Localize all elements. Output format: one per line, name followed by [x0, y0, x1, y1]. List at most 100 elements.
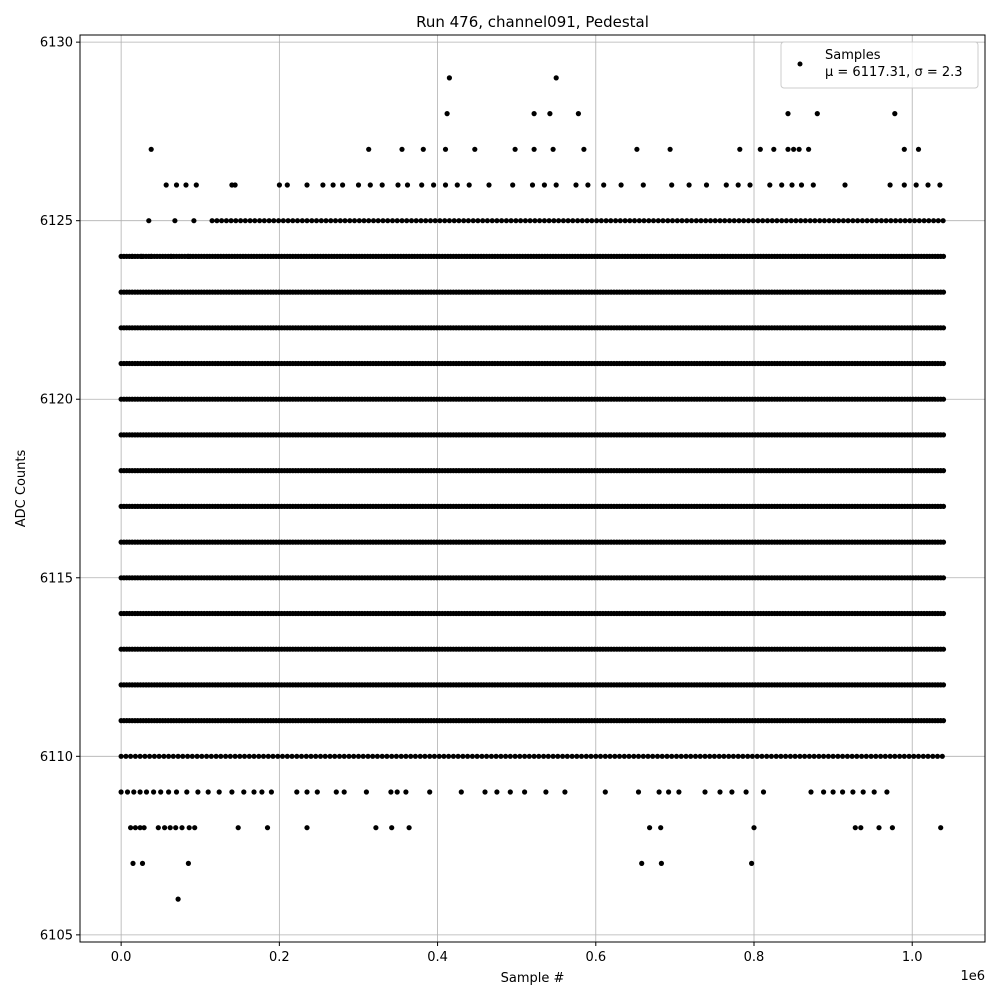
data-point — [901, 146, 907, 152]
data-point — [656, 789, 662, 795]
data-point — [792, 753, 798, 759]
data-point — [603, 218, 609, 224]
data-point — [124, 789, 131, 795]
data-point — [749, 753, 756, 759]
data-point — [679, 218, 685, 224]
data-point — [741, 218, 747, 224]
data-point — [940, 503, 947, 509]
data-point — [361, 218, 367, 224]
data-point — [498, 753, 504, 759]
data-point — [512, 146, 518, 152]
data-point — [916, 218, 922, 224]
data-point — [616, 753, 623, 759]
data-point — [308, 753, 314, 759]
data-point — [627, 218, 633, 224]
data-point — [294, 218, 301, 224]
data-point — [702, 753, 708, 759]
data-point — [821, 753, 827, 759]
data-point — [168, 253, 174, 259]
data-point — [531, 753, 537, 759]
data-point — [669, 218, 676, 224]
data-point — [940, 718, 947, 724]
data-point — [189, 753, 195, 759]
data-point — [729, 789, 735, 795]
data-point — [791, 146, 797, 152]
data-point — [760, 789, 767, 795]
data-point — [789, 182, 795, 188]
data-point — [330, 182, 336, 188]
data-point — [442, 218, 448, 224]
data-point — [940, 218, 946, 224]
data-point — [408, 218, 415, 224]
data-point — [835, 753, 841, 759]
data-point — [545, 753, 551, 759]
data-point — [612, 753, 618, 759]
data-point — [394, 218, 400, 224]
data-point — [518, 218, 524, 224]
data-point — [939, 753, 945, 759]
data-point — [317, 753, 324, 759]
data-point — [852, 825, 858, 831]
data-point — [494, 789, 500, 795]
data-point — [564, 753, 570, 759]
data-point — [431, 182, 437, 188]
data-point — [840, 753, 846, 759]
data-point — [266, 218, 272, 224]
data-point — [137, 825, 143, 831]
data-point — [646, 218, 652, 224]
data-point — [811, 753, 817, 759]
data-point — [318, 218, 324, 224]
data-point — [264, 825, 271, 831]
data-point — [482, 789, 488, 795]
x-tick-label: 0.4 — [427, 950, 448, 965]
data-point — [759, 753, 765, 759]
data-point — [132, 753, 138, 759]
x-tick-label: 1.0 — [902, 950, 923, 965]
data-point — [436, 753, 442, 759]
data-point — [123, 753, 129, 759]
data-point — [854, 753, 860, 759]
data-point — [395, 182, 401, 188]
data-point — [797, 753, 803, 759]
data-point — [367, 182, 373, 188]
data-point — [320, 182, 326, 188]
data-point — [816, 753, 822, 759]
data-point — [147, 753, 153, 759]
data-point — [940, 610, 947, 617]
data-point — [911, 753, 917, 759]
data-point — [366, 146, 372, 152]
data-point — [427, 753, 433, 759]
data-point — [826, 218, 832, 224]
data-point — [882, 753, 888, 759]
data-point — [878, 218, 885, 224]
data-point — [256, 753, 262, 759]
data-point — [257, 218, 263, 224]
data-point — [855, 218, 861, 224]
data-point — [503, 218, 509, 224]
data-point — [764, 218, 771, 224]
data-point — [553, 182, 559, 188]
data-point — [420, 146, 426, 152]
data-point — [698, 218, 704, 224]
data-point — [743, 789, 749, 795]
data-point — [787, 753, 794, 759]
data-point — [404, 182, 411, 188]
data-point — [871, 789, 877, 795]
data-point — [179, 825, 185, 831]
plot-frame — [79, 34, 986, 943]
data-point — [374, 753, 380, 759]
data-point — [499, 218, 505, 224]
data-point — [560, 218, 567, 224]
data-point — [621, 753, 627, 759]
data-point — [513, 218, 519, 224]
data-point — [142, 753, 148, 759]
data-point — [560, 753, 566, 759]
y-tick-label: 6120 — [40, 393, 73, 408]
data-point — [850, 218, 856, 224]
data-point — [469, 753, 475, 759]
data-point — [276, 218, 282, 224]
data-point — [118, 753, 124, 759]
data-point — [388, 789, 394, 795]
data-point — [475, 218, 481, 224]
data-point — [901, 182, 907, 188]
